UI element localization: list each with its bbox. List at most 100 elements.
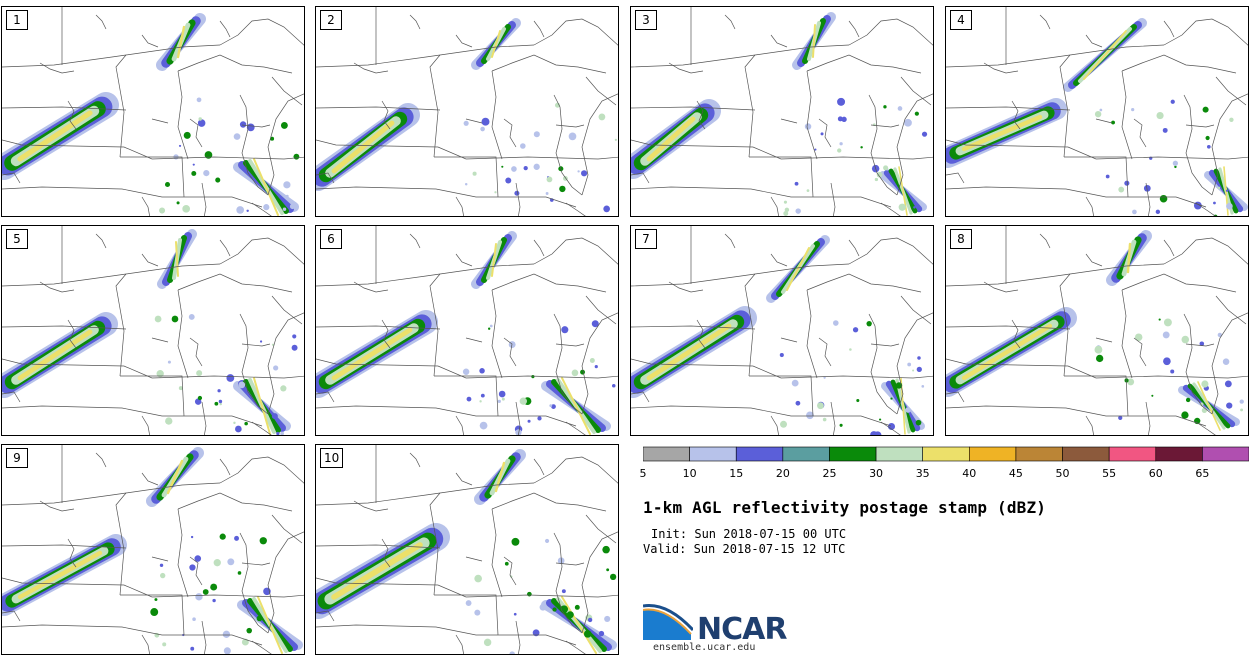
- echo-band: [17, 110, 93, 162]
- echo-cell: [289, 203, 296, 210]
- map-boundary: [115, 273, 127, 377]
- echo-cell: [509, 651, 515, 654]
- echo-cell: [501, 165, 504, 168]
- echo-cell: [837, 148, 842, 153]
- map-boundary: [251, 640, 272, 654]
- echo-band: [494, 461, 506, 493]
- echo-cell: [577, 170, 580, 173]
- echo-cell: [273, 365, 279, 371]
- map-boundary: [455, 34, 473, 48]
- echo-cell: [271, 413, 278, 420]
- map-boundary: [2, 624, 263, 646]
- map-boundary: [125, 44, 221, 56]
- echo-cell: [1127, 378, 1135, 386]
- echo-cell: [194, 555, 202, 562]
- reflectivity-map: [2, 7, 304, 216]
- echo-cell: [568, 132, 577, 141]
- map-boundary: [581, 531, 618, 634]
- echo-cell: [874, 177, 879, 182]
- echo-cell: [259, 340, 263, 343]
- map-boundary: [631, 186, 892, 208]
- echo-cell: [165, 417, 173, 425]
- panel-number: 1: [6, 10, 28, 30]
- map-boundary: [946, 405, 1207, 427]
- echo-cell: [860, 146, 863, 149]
- echo-cell: [188, 314, 195, 320]
- echo-cell: [546, 176, 553, 183]
- map-boundary: [434, 375, 499, 417]
- echo-cell: [1094, 110, 1102, 118]
- echo-cell: [1170, 369, 1175, 374]
- map-boundary: [1095, 337, 1113, 343]
- echo-cell: [817, 402, 824, 410]
- map-boundary: [870, 124, 900, 128]
- map-boundary: [316, 610, 335, 622]
- map-boundary: [565, 640, 586, 654]
- map-boundary: [1011, 319, 1021, 349]
- map-boundary: [2, 492, 127, 506]
- legend-tick-label: 15: [729, 467, 744, 480]
- forecast-panel: 5: [1, 225, 305, 436]
- legend-tick-label: 5: [639, 467, 647, 480]
- map-boundary: [241, 343, 271, 347]
- map-boundary: [177, 70, 189, 160]
- map-boundary: [434, 594, 499, 636]
- echo-cell: [783, 211, 789, 216]
- map-boundary: [95, 452, 107, 468]
- echo-cell: [1172, 160, 1178, 166]
- echo-cell: [519, 397, 527, 405]
- echo-band: [17, 329, 93, 381]
- map-boundary: [983, 281, 1019, 293]
- echo-cell: [1134, 333, 1143, 341]
- legend-swatch: [922, 446, 970, 462]
- map-boundary: [219, 237, 304, 265]
- echo-cell: [841, 116, 847, 122]
- echo-cell: [913, 206, 916, 209]
- panel-number: 4: [950, 10, 972, 30]
- echo-cell: [162, 642, 167, 647]
- echo-cell: [916, 366, 922, 372]
- map-boundary: [67, 319, 77, 349]
- echo-cell: [291, 344, 298, 351]
- map-boundary: [177, 54, 293, 74]
- echo-cell: [498, 390, 506, 398]
- echo-cell: [280, 385, 287, 392]
- map-boundary: [316, 325, 441, 330]
- echo-cell: [1226, 202, 1233, 210]
- map-boundary: [696, 319, 706, 349]
- legend-swatch: [782, 446, 830, 462]
- map-boundary: [1211, 93, 1248, 196]
- echo-cell: [879, 418, 882, 421]
- echo-band: [176, 25, 186, 59]
- echo-cell: [214, 401, 219, 406]
- echo-cell: [549, 404, 553, 408]
- echo-cell: [1124, 180, 1130, 186]
- map-boundary: [141, 634, 150, 654]
- map-boundary: [880, 421, 901, 435]
- map-boundary: [868, 313, 898, 415]
- echo-cell: [806, 411, 814, 420]
- echo-cell: [1199, 402, 1204, 407]
- echo-cell: [1222, 358, 1230, 365]
- map-boundary: [429, 54, 441, 158]
- map-boundary: [353, 281, 389, 293]
- echo-cell: [164, 181, 171, 188]
- echo-cell: [876, 171, 883, 178]
- echo-cell: [905, 407, 911, 413]
- echo-cell: [1105, 174, 1110, 179]
- echo-cell: [1206, 144, 1211, 149]
- map-boundary: [316, 391, 335, 403]
- echo-cell: [204, 151, 213, 159]
- map-boundary: [631, 172, 650, 184]
- legend-swatch: [969, 446, 1017, 462]
- echo-cell: [1155, 209, 1161, 215]
- echo-cell: [233, 133, 241, 140]
- valid-time: Valid: Sun 2018-07-15 12 UTC: [643, 542, 846, 556]
- echo-cell: [1201, 407, 1208, 414]
- map-boundary: [177, 492, 293, 512]
- legend-tick-label: 65: [1195, 467, 1210, 480]
- echo-cell: [591, 320, 599, 328]
- forecast-panel: 2: [315, 6, 619, 217]
- map-boundary: [316, 624, 577, 646]
- echo-cell: [293, 153, 300, 160]
